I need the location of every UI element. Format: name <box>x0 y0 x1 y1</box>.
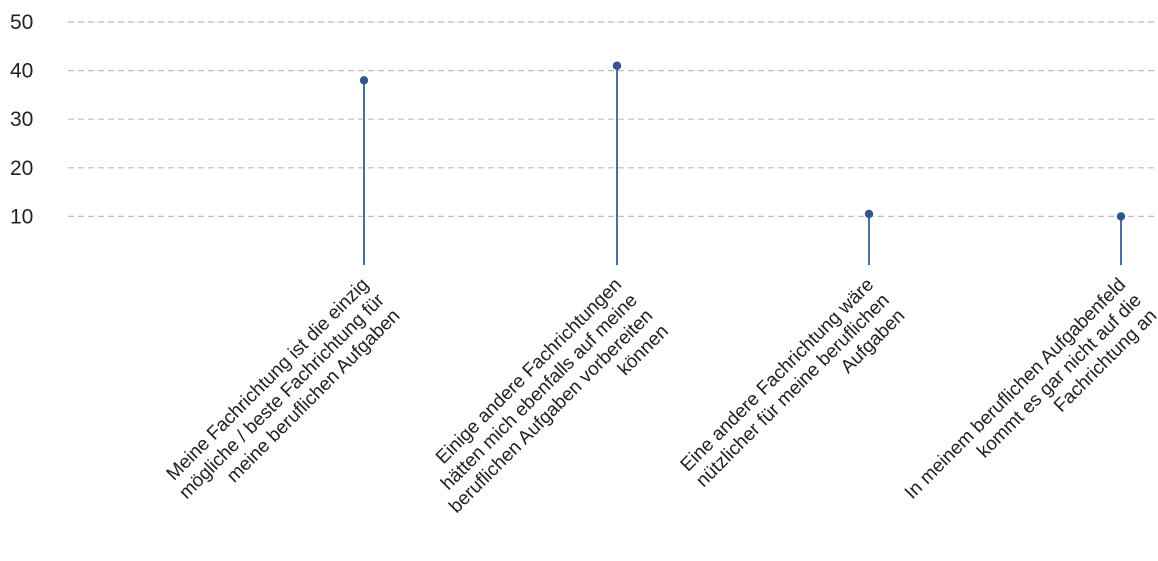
lollipop-marker <box>359 76 369 85</box>
category-label-line: hätten mich ebenfalls auf meine <box>437 290 642 495</box>
y-tick-label: 30 <box>10 108 33 131</box>
y-tick-label: 40 <box>10 60 33 83</box>
lollipop-markers <box>359 61 1126 221</box>
y-axis-ticks: 10 20 30 40 50 <box>10 11 33 228</box>
category-label: In meinem beruflichen Aufgabenfeldkommt … <box>901 274 1158 503</box>
category-label-line: kommt es gar nicht auf die <box>973 290 1145 462</box>
category-label: Meine Fachrichtung ist die einzigmöglich… <box>163 274 405 503</box>
gridlines <box>68 21 1158 217</box>
category-labels: Meine Fachrichtung ist die einzigmöglich… <box>163 274 1158 517</box>
category-label-line: mögliche / beste Fachrichtung für <box>175 289 389 503</box>
category-label-line: nützlicher für meine beruflichen <box>692 290 894 492</box>
y-tick-label: 20 <box>10 157 33 180</box>
lollipop-marker <box>864 209 874 219</box>
y-tick-label: 10 <box>10 205 33 228</box>
lollipop-marker <box>612 61 622 70</box>
y-tick-label: 50 <box>10 11 33 34</box>
lollipop-stems <box>363 65 1122 265</box>
category-label-line: In meinem beruflichen Aufgabenfeld <box>901 274 1130 503</box>
lollipop-marker <box>1116 212 1126 221</box>
category-label: Eine andere Fachrichtung wärenützlicher … <box>677 274 910 492</box>
